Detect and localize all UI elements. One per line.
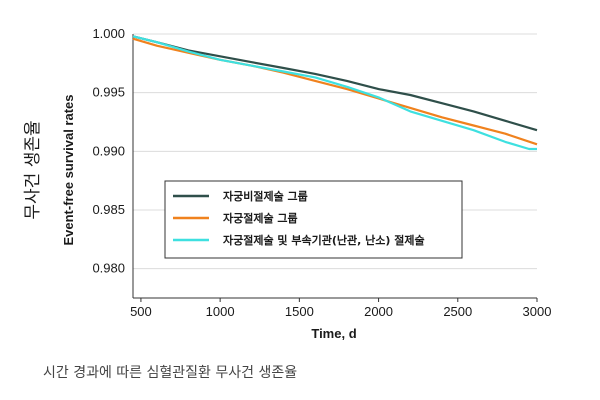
x-axis-label: Time, d [311, 326, 356, 341]
y-tick-label: 0.995 [92, 85, 125, 100]
legend-label-2: 자궁절제술 그룹 [223, 211, 298, 225]
plot-area: 1.000 0.995 0.990 0.985 0.980 500 1000 1500 2000… [92, 26, 551, 319]
x-tick-label: 500 [130, 304, 152, 319]
x-tick-label: 1500 [285, 304, 314, 319]
y-axis-label: Event-free survival rates [61, 94, 76, 245]
x-tick-label: 3000 [523, 304, 552, 319]
series-line-3 [132, 35, 537, 151]
x-tick-label: 2500 [443, 304, 472, 319]
legend-label-1: 자궁비절제술 그룹 [223, 189, 308, 203]
legend-box [164, 180, 463, 259]
x-tick-label: 1000 [206, 304, 235, 319]
figure-caption: 시간 경과에 따른 심혈관질환 무사건 생존율 [43, 365, 298, 381]
y-tick-label: 0.985 [92, 202, 125, 217]
y-tick-label: 0.990 [92, 143, 125, 158]
outer-y-axis-label: 무사건 생존율 [23, 120, 43, 219]
survival-chart: 무사건 생존율 Event-free survival rates 1.000 0… [23, 26, 551, 341]
x-tick-label: 2000 [364, 304, 393, 319]
y-tick-label: 1.000 [92, 26, 125, 41]
legend-label-3: 자궁절제술 및 부속기관(난관, 난소) 절제술 [223, 233, 425, 247]
series-line-1 [132, 35, 538, 132]
y-tick-label: 0.980 [92, 261, 125, 276]
series-line-2 [132, 37, 538, 146]
